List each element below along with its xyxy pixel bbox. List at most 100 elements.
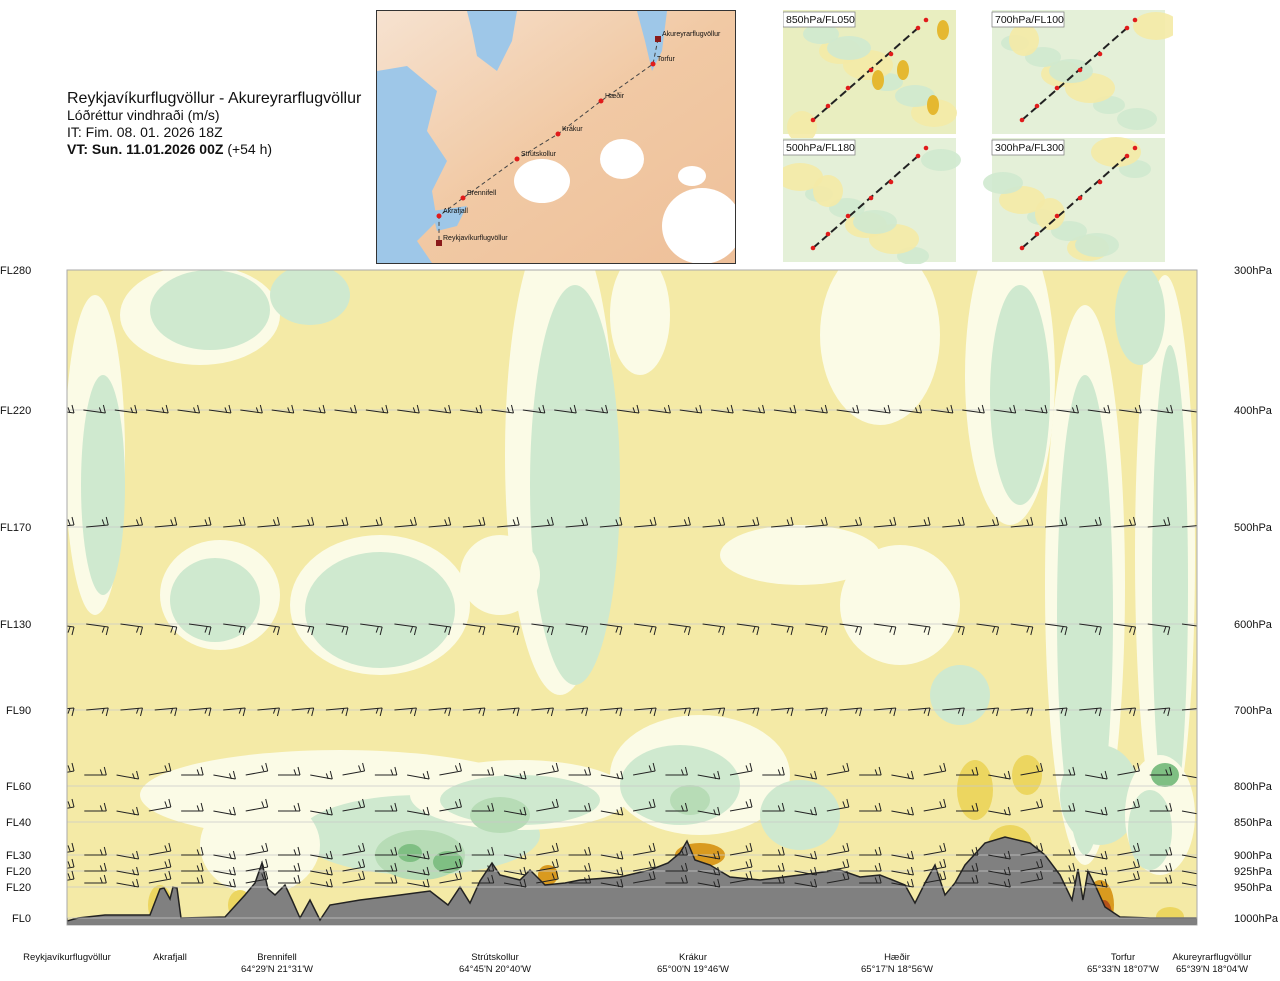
wind-barb [839,524,862,528]
wind-barb-feather [325,869,329,876]
wind-barb-feather [977,407,981,414]
wind-barb-feather [132,853,136,860]
wind-barb-feather [777,877,781,884]
right-axis-label: 800hPa [1234,781,1273,793]
wind-barb-feather [409,519,413,526]
wind-barb [599,623,622,628]
wind-barb [291,524,314,528]
level-map-shading [783,163,823,191]
wind-barb-feather [1198,869,1200,875]
wind-barb-feather [889,707,893,714]
wind-barb [873,623,896,628]
wind-barb-feather [381,407,385,414]
level-map-1: 850hPa/FL050 [783,10,957,143]
wind-barb-feather [893,707,897,717]
terrain [67,836,1197,925]
wind-barb-feather [523,806,527,816]
wind-barb [794,882,817,888]
wind-barb-feather [859,707,863,717]
wind-barb-feather [99,849,103,856]
wind-barb-feather [164,845,168,852]
wind-barb-feather [1132,765,1136,772]
wind-barb-feather [846,762,850,772]
wind-barb-feather [1100,262,1102,268]
level-map-waypoint [1077,67,1083,73]
wind-barb [342,878,365,884]
wind-barb-feather [139,626,143,636]
wind-barb-feather [1133,707,1137,717]
wind-barb [120,623,143,628]
waypoint-label: Akureyrarflugvöllur [662,31,721,38]
wind-barb-feather [620,806,624,816]
wind-barb-feather [318,407,322,414]
wind-barb-feather [394,766,398,776]
route-point-coord: 64°45'N 20°40'W [459,964,531,975]
wind-barb-feather [648,765,652,772]
wind-barb-feather [1198,881,1200,887]
wind-barb-feather [1103,407,1107,414]
wind-barb-feather [1136,842,1140,852]
wind-barb-feather [67,765,71,772]
wind-barb-feather [680,849,684,856]
wind-barb-feather [362,858,366,868]
wind-barb-feather [1094,519,1098,526]
waypoint-label: Brennifell [467,190,497,197]
wind-barb-feather [523,770,527,780]
wind-barb-feather [516,707,520,717]
wind-barb-feather [1198,773,1200,779]
wind-barb [394,524,417,528]
wind-barb [600,882,623,888]
wind-barb-feather [196,849,200,856]
wind-barb-feather [975,766,979,776]
left-axis-label: FL30 [6,850,31,862]
wind-barb [1117,878,1140,884]
wind-barb-feather [1072,846,1076,856]
level-map-waypoint [810,117,816,123]
wind-barb-feather [311,626,315,636]
wind-barb-feather [1036,861,1040,868]
wind-barb-feather [448,404,452,414]
wind-barb-feather [824,626,828,636]
wind-barb [805,524,828,528]
wind-barb-feather [242,707,246,717]
wind-barb-feather [208,626,212,636]
wind-barb-feather [874,877,878,884]
waypoint-marker [460,195,466,201]
wind-barb-feather [1202,867,1204,875]
wind-barb-feather [345,707,349,717]
wind-barb-feather [762,404,766,414]
wind-barb-feather [1072,766,1076,776]
wind-barb-feather [581,519,585,526]
wind-barb-feather [927,516,931,526]
wind-barb-feather [379,516,383,526]
wind-barb-feather [653,516,657,526]
level-map-waypoint [845,213,851,219]
level-map-waypoint [1132,17,1138,23]
wind-barb-feather [718,707,722,714]
wind-barb-feather [584,849,588,856]
level-map-shading [827,36,871,60]
wind-barb [1020,878,1043,884]
wind-barb-feather [1036,765,1040,772]
wind-barb-feather [910,878,914,888]
vertical-velocity-shading [270,270,350,325]
wind-barb [702,524,725,528]
wind-barb-feather [874,805,878,812]
wind-barb-feather [105,626,109,636]
wind-barb-feather [105,707,109,717]
wind-barb-feather [824,516,828,526]
wind-barb-feather [943,858,947,868]
wind-barb-feather [722,626,726,636]
wind-barb-feather [487,849,491,856]
right-axis-label: 950hPa [1234,882,1273,894]
wind-barb-feather [1026,626,1030,633]
wind-barb-feather [1129,626,1132,633]
wind-barb-feather [887,404,891,414]
wind-barb-feather [422,881,426,888]
wind-barb-feather [1075,262,1077,268]
wind-barb [148,770,171,776]
wind-barb [1181,882,1197,887]
wind-barb-feather [71,516,75,526]
wind-barb [771,623,794,628]
vertical-velocity-shading [760,780,840,850]
